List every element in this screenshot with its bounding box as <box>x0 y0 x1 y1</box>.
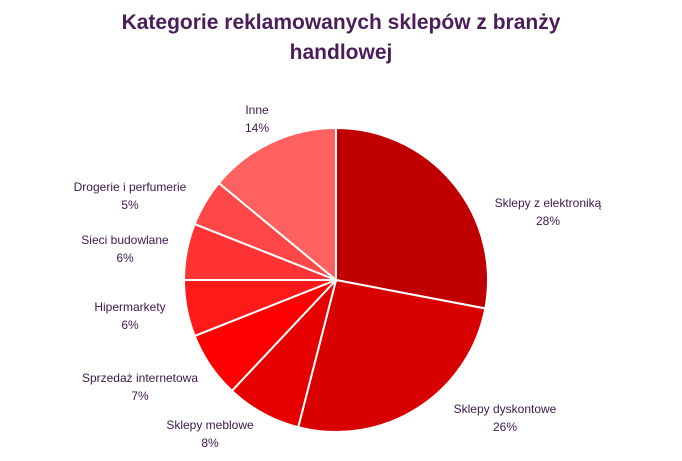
slice-category-label: Sieci budowlane <box>81 233 169 247</box>
slice-category-label: Sklepy meblowe <box>166 418 254 432</box>
chart-title: Kategorie reklamowanych sklepów z branży… <box>80 8 602 68</box>
pie-labels: Sklepy z elektroniką 28% Sklepy dyskontowe… <box>74 103 602 450</box>
pie-slice <box>296 278 487 433</box>
slice-category-label: Sklepy dyskontowe <box>454 402 557 416</box>
slice-percent-label: 8% <box>201 436 219 450</box>
slice-percent-label: 6% <box>121 318 139 332</box>
slice-percent-label: 5% <box>121 198 139 212</box>
slice-category-label: Drogerie i perfumerie <box>74 180 187 194</box>
chart-title-line-1: Kategorie reklamowanych sklepów z branży <box>121 11 561 34</box>
slice-percent-label: 28% <box>536 214 560 228</box>
slice-percent-label: 26% <box>493 420 517 434</box>
chart-title-line-2: handlowej <box>289 41 393 64</box>
slice-category-label: Inne <box>245 103 269 117</box>
slice-category-label: Sklepy z elektroniką <box>495 196 602 210</box>
pie-slice <box>217 126 337 283</box>
slice-category-label: Sprzedaż internetowa <box>82 371 198 385</box>
slice-percent-label: 7% <box>131 389 149 403</box>
slice-percent-label: 14% <box>245 121 269 135</box>
pie-slice <box>335 126 489 310</box>
slice-category-label: Hipermarkety <box>94 300 165 314</box>
pie-slices <box>182 126 489 433</box>
slice-percent-label: 6% <box>116 251 134 265</box>
